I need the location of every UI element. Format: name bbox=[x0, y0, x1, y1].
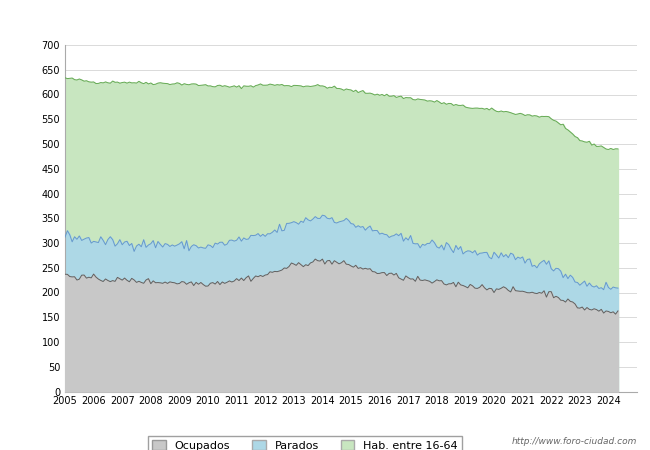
Legend: Ocupados, Parados, Hab. entre 16-64: Ocupados, Parados, Hab. entre 16-64 bbox=[148, 436, 462, 450]
Text: Horcajo de los Montes - Evolucion de la poblacion en edad de Trabajar Mayo de 20: Horcajo de los Montes - Evolucion de la … bbox=[43, 15, 607, 25]
Text: http://www.foro-ciudad.com: http://www.foro-ciudad.com bbox=[512, 436, 637, 446]
